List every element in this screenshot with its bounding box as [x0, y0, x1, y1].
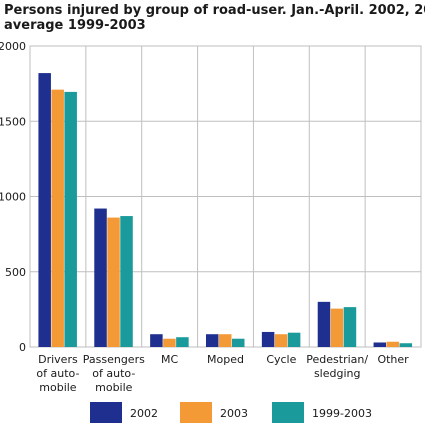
bar-1999-2003-5: [343, 307, 357, 347]
legend-swatch-1999-2003: [272, 402, 304, 423]
bar-2002-5: [317, 301, 331, 347]
bar-1999-2003-3: [232, 338, 245, 347]
bar-1999-2003-6: [399, 343, 413, 347]
y-tick-label: 1500: [0, 115, 26, 128]
x-tick-label: sledging: [314, 367, 361, 380]
x-tick-label: Cycle: [266, 353, 296, 366]
x-tick-label: Passengers: [83, 353, 145, 366]
y-tick-label: 2000: [0, 40, 26, 53]
bar-2002-4: [261, 331, 275, 347]
chart-title-line-2: average 1999-2003: [4, 18, 146, 33]
bar-2002-2: [150, 334, 163, 347]
x-tick-label: of auto-: [92, 367, 135, 380]
x-tick-label: Pedestrian/: [306, 353, 368, 366]
bar-2002-6: [373, 342, 387, 347]
x-tick-label: Drivers: [38, 353, 78, 366]
bar-1999-2003-4: [287, 332, 301, 347]
x-tick-label: MC: [161, 353, 178, 366]
bar-2003-4: [274, 334, 288, 347]
x-tick-label: mobile: [95, 381, 133, 394]
x-tick-label: Moped: [207, 353, 244, 366]
bar-2002-3: [206, 334, 219, 347]
x-tick-label: Other: [377, 353, 409, 366]
y-axis: 0 500 1000 1500 2000: [0, 40, 26, 354]
bar-1999-2003-0: [64, 91, 77, 347]
legend-label: 2003: [220, 407, 248, 420]
bar-2003-2: [163, 338, 176, 347]
legend: 2002 2003 1999-2003: [90, 402, 372, 423]
bar-2003-6: [386, 341, 400, 347]
bar-2003-3: [219, 334, 232, 347]
bar-2002-0: [38, 73, 51, 347]
y-tick-label: 0: [19, 341, 26, 354]
bar-2003-5: [330, 308, 344, 347]
y-tick-label: 500: [5, 266, 26, 279]
bar-2002-1: [94, 208, 107, 347]
legend-swatch-2002: [90, 402, 122, 423]
bar-2003-0: [51, 89, 64, 348]
grid-lines: [29, 45, 422, 348]
bars: [38, 73, 413, 348]
x-tick-label: mobile: [39, 381, 77, 394]
bar-1999-2003-1: [120, 216, 133, 347]
legend-swatch-2003: [180, 402, 212, 423]
chart-title-line-1: Persons injured by group of road-user. J…: [4, 3, 425, 18]
x-tick-label: of auto-: [36, 367, 79, 380]
bar-1999-2003-2: [176, 337, 189, 347]
y-tick-label: 1000: [0, 191, 26, 204]
legend-label: 2002: [130, 407, 158, 420]
bar-2003-1: [107, 217, 120, 347]
legend-label: 1999-2003: [312, 407, 372, 420]
